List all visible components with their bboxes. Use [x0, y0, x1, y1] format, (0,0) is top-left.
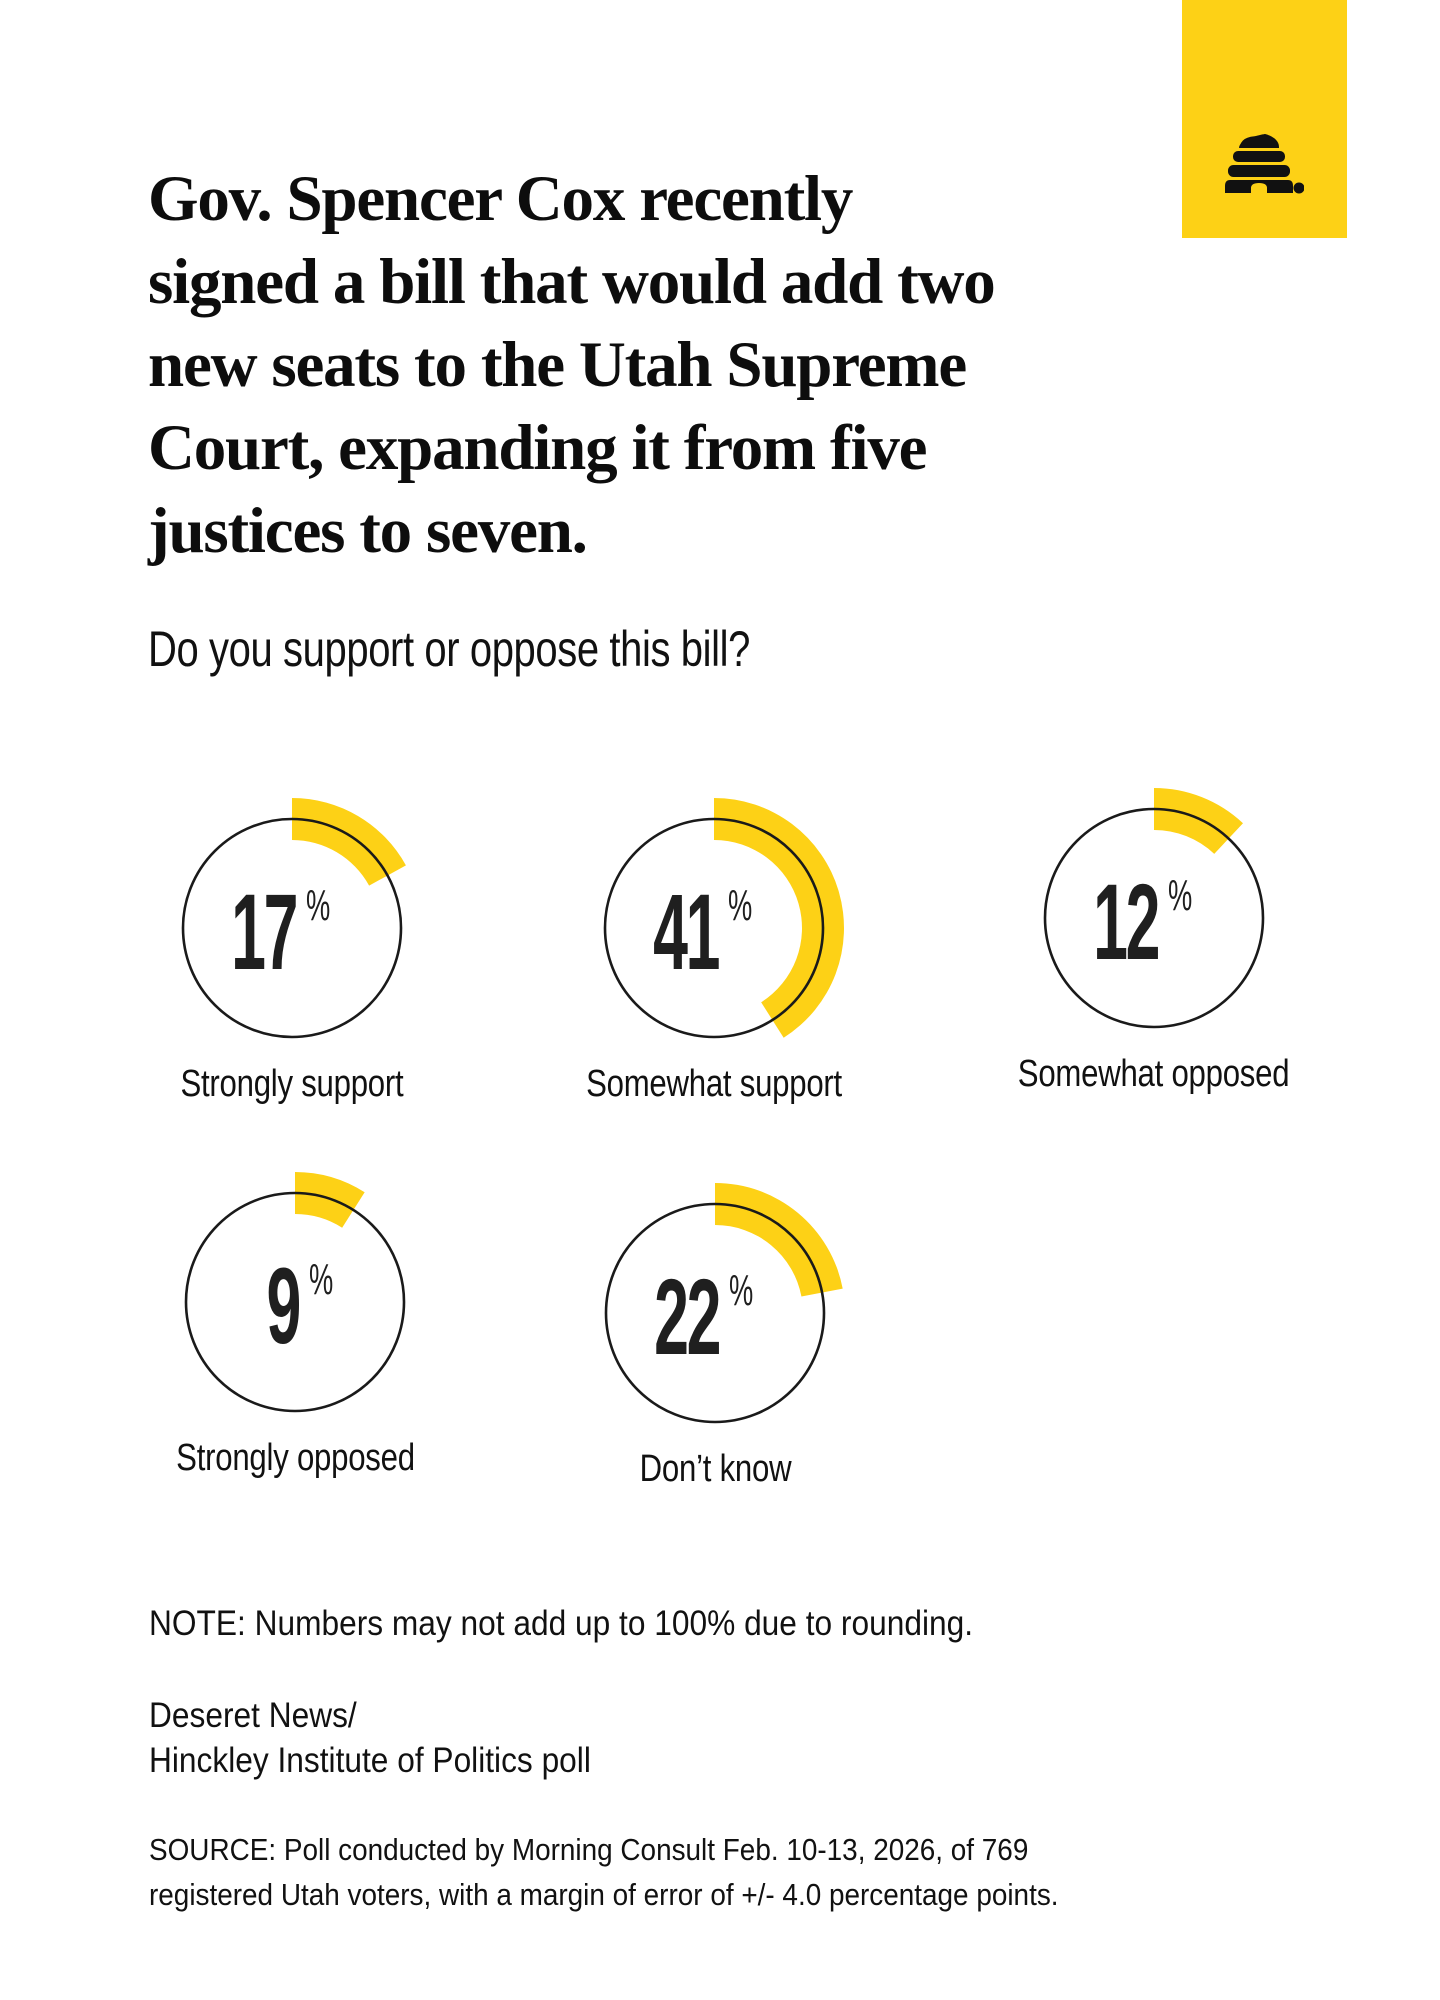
percent-sign: % — [728, 881, 753, 930]
response-label-text: Somewhat support — [586, 1063, 842, 1105]
donut-strongly-support: 17% Strongly support — [142, 778, 442, 1158]
response-label: Strongly opposed — [85, 1437, 505, 1480]
response-label: Strongly support — [82, 1063, 502, 1106]
headline-line: Court, expanding it from five — [148, 412, 927, 484]
rounding-note: NOTE: Numbers may not add up to 100% due… — [149, 1604, 974, 1643]
headline-line: justices to seven. — [148, 495, 588, 567]
headline: Gov. Spencer Cox recently signed a bill … — [148, 158, 1148, 573]
donut-ring — [184, 1172, 406, 1413]
donut-somewhat-support: 41% Somewhat support — [564, 778, 864, 1158]
donut-ring — [604, 1183, 843, 1424]
donut-strongly-opposed: 9% Strongly opposed — [145, 1152, 445, 1532]
percentage-value: 41% — [564, 778, 864, 1078]
source-line: registered Utah voters, with a margin of… — [149, 1877, 1059, 1912]
percentage-number: 9 — [266, 1245, 302, 1366]
credit-line: Hinckley Institute of Politics poll — [149, 1741, 591, 1780]
donut-ring — [181, 798, 406, 1039]
ring-outline — [604, 1202, 826, 1424]
donut-dont-know: 22% Don’t know — [565, 1163, 865, 1543]
ring-outline — [184, 1191, 406, 1413]
ring-outline — [1043, 807, 1265, 1029]
response-label-text: Don’t know — [639, 1448, 791, 1490]
percentage-number: 17 — [231, 871, 298, 992]
percent-sign: % — [306, 881, 331, 930]
headline-line: Gov. Spencer Cox recently — [148, 163, 853, 235]
percent-sign: % — [309, 1255, 334, 1304]
response-label-text: Strongly support — [180, 1063, 404, 1105]
percentage-number: 12 — [1093, 861, 1160, 982]
ring-outline — [181, 817, 403, 1039]
response-label-text: Somewhat opposed — [1018, 1053, 1290, 1095]
response-label: Don’t know — [505, 1448, 925, 1491]
headline-line: new seats to the Utah Supreme — [148, 329, 967, 401]
ring-outline — [603, 817, 825, 1039]
headline-line: signed a bill that would add two — [148, 246, 996, 318]
percentage-arc — [292, 798, 406, 886]
poll-credit: Deseret News/ Hinckley Institute of Poli… — [149, 1693, 591, 1783]
response-label: Somewhat opposed — [944, 1053, 1364, 1096]
percentage-number: 22 — [654, 1256, 721, 1377]
response-label-text: Strongly opposed — [175, 1437, 415, 1479]
source-note: SOURCE: Poll conducted by Morning Consul… — [149, 1827, 1059, 1917]
donut-ring — [603, 798, 844, 1039]
percent-sign: % — [729, 1266, 754, 1315]
credit-line: Deseret News/ — [149, 1696, 357, 1735]
donut-ring — [1043, 788, 1265, 1029]
percentage-arc — [715, 1183, 843, 1297]
response-label: Somewhat support — [504, 1063, 924, 1106]
percentage-value: 12% — [1004, 768, 1304, 1068]
percentage-value: 22% — [565, 1163, 865, 1463]
percentage-value: 9% — [145, 1152, 445, 1452]
source-line: SOURCE: Poll conducted by Morning Consul… — [149, 1832, 1029, 1867]
percentage-number: 41 — [653, 871, 720, 992]
survey-question: Do you support or oppose this bill? — [148, 621, 750, 677]
donut-somewhat-opposed: 12% Somewhat opposed — [1004, 768, 1304, 1148]
beehive-icon — [1225, 134, 1304, 194]
percentage-value: 17% — [142, 778, 442, 1078]
brand-logo-block — [1182, 0, 1347, 238]
percentage-arc — [1154, 788, 1243, 854]
percent-sign: % — [1168, 871, 1193, 920]
